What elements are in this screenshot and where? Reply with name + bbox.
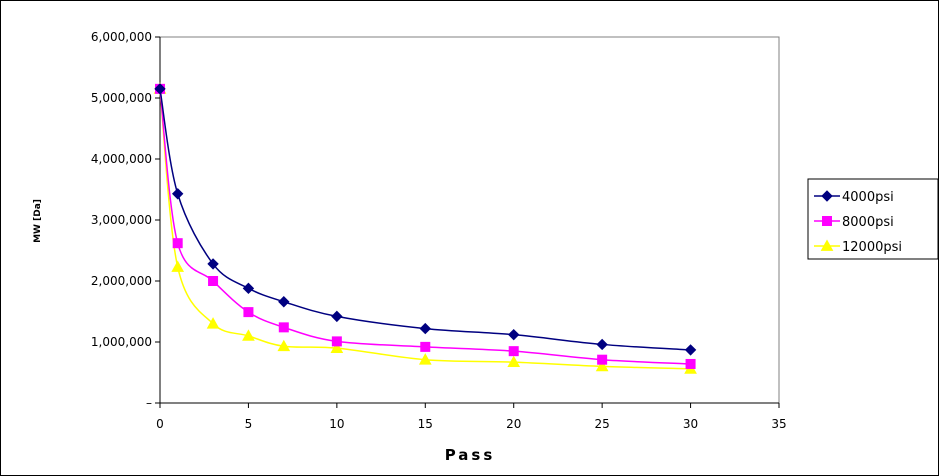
legend-label-4000psi: 4000psi: [842, 190, 894, 205]
y-tick-label: 1,000,000: [91, 335, 152, 349]
y-axis-title: MW [Da]: [33, 199, 43, 243]
data-point-8000psi: [173, 239, 182, 248]
legend: 4000psi 8000psi 12000psi: [808, 179, 938, 259]
y-tick-label: 3,000,000: [91, 213, 152, 227]
x-tick-label: 25: [595, 417, 610, 431]
x-tick-label: 10: [329, 417, 344, 431]
data-point-8000psi: [332, 337, 341, 346]
data-point-8000psi: [279, 323, 288, 332]
y-tick-label: 5,000,000: [91, 91, 152, 105]
y-tick-label: 4,000,000: [91, 152, 152, 166]
y-tick-label: –: [146, 396, 152, 410]
x-tick-label: 0: [156, 417, 164, 431]
data-point-8000psi: [421, 342, 430, 351]
y-tick-label: 2,000,000: [91, 274, 152, 288]
x-tick-label: 35: [771, 417, 786, 431]
x-tick-label: 30: [683, 417, 698, 431]
x-tick-label: 20: [506, 417, 521, 431]
data-point-8000psi: [244, 308, 253, 317]
x-tick-label: 5: [245, 417, 253, 431]
x-axis-title: Pass: [445, 446, 496, 464]
x-tick-label: 15: [418, 417, 433, 431]
legend-label-12000psi: 12000psi: [842, 240, 902, 255]
y-tick-label: 6,000,000: [91, 30, 152, 44]
data-point-8000psi: [686, 359, 695, 368]
data-point-8000psi: [598, 355, 607, 364]
data-point-8000psi: [509, 347, 518, 356]
legend-label-8000psi: 8000psi: [842, 215, 894, 230]
legend-marker-8000psi: [823, 217, 832, 226]
data-point-8000psi: [209, 277, 218, 286]
